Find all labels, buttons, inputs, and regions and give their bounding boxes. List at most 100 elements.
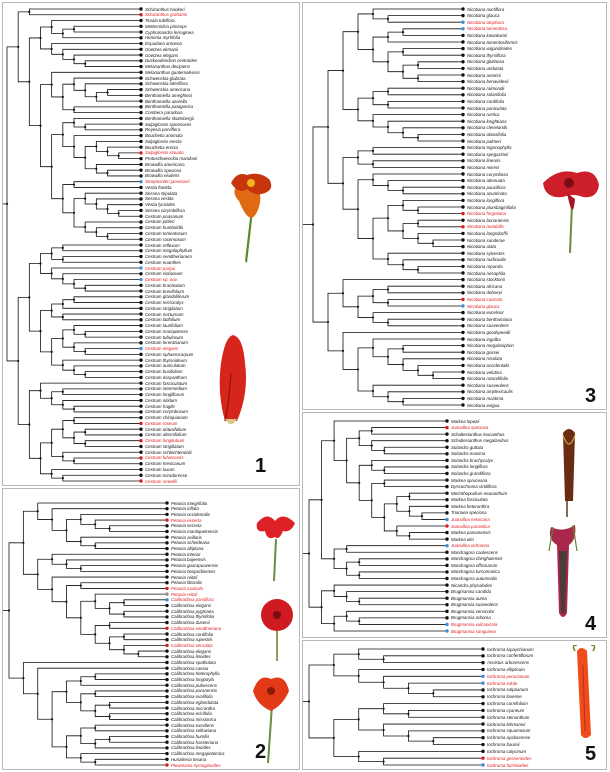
tree-branch [387,252,463,266]
internal-node [50,718,54,721]
internal-node [358,600,361,603]
tip-node [139,191,143,195]
internal-node [332,663,335,667]
tree-branch [342,31,358,110]
tree-branch [358,464,372,501]
tip-node [165,655,169,659]
tree-branch [73,279,141,289]
tip-node [139,47,143,51]
taxon-label: Nicandra physalodes [451,582,493,588]
tree-branch [37,558,53,590]
tip-node [165,529,169,534]
tree-branch [383,723,483,737]
internal-node [358,481,361,484]
taxon-label: Nicotiana alata [467,244,497,250]
tip-node [139,306,143,311]
taxon-label: Schultesianthus leucanthus [451,431,505,437]
taxon-label: Nicotiana raimondii [467,85,505,91]
tree-branch [383,479,447,488]
tip-node [165,609,169,613]
tip-node [481,654,485,658]
tree-branch [357,179,373,239]
taxon-label: Nicotiana sanderae [467,237,505,243]
tip-node [461,304,465,308]
taxon-label: Solandra grandiflora [451,471,491,476]
taxon-label: Cestrum latifolium [145,317,181,323]
taxon-label: Metternichia princeps [145,23,187,29]
taxon-label: Cestrum brevifolium [145,288,185,294]
taxon-label: Nicotiana ingulba [467,336,501,342]
taxon-label: Nicotiana wigandioides [467,46,512,52]
tip-node [139,226,143,230]
tree-branch [402,358,463,371]
taxon-label: Cestrum roseum [145,420,178,426]
tip-node [461,264,465,269]
taxon-label: Henonia myrtifolia [145,35,181,41]
tip-node [445,432,449,436]
tree-branch [73,365,141,375]
taxon-label: Solandra longiflora [451,464,488,470]
tree-branch [107,146,141,157]
tree-branch [387,318,463,327]
internal-node [358,437,361,440]
tip-node [445,452,449,456]
tip-node [165,672,169,676]
internal-node [50,397,53,400]
tip-node [139,133,143,138]
taxon-label: Salpiglossis spinescens [145,121,192,127]
tip-node [139,375,143,380]
tip-node [165,506,169,511]
taxon-label: Merinthopodium neuranthum [451,490,508,496]
tip-node [165,586,169,591]
tree-branch [432,689,483,698]
tree-branch [387,299,463,307]
tree-branch [402,48,463,56]
taxon-label: Petunia reitzii [171,574,198,580]
internal-node [50,165,53,168]
tree-branch [62,299,141,309]
taxon-label: Calibrachoa parviflora [171,597,214,603]
tip-node [461,198,465,203]
internal-node [357,674,360,677]
tree-branch [432,371,463,379]
taxon-label: Trianaea speciosa [451,510,487,516]
phylogeny-tree [303,7,465,407]
internal-node [61,277,64,280]
tree-branch [62,48,141,60]
taxon-label: Markea fasciculata [451,497,488,503]
tree-branch [357,97,373,122]
tree-branch [40,253,52,274]
internal-node [345,547,348,551]
tip-node [139,70,143,75]
tree-branch [73,457,141,465]
internal-node [332,557,336,560]
tree-branch [417,61,463,69]
taxon-label: Cestrum dasyanthum [145,374,187,380]
tip-node [139,203,143,207]
taxon-label: Iochroma ayabacense [487,735,531,741]
tree-branch [95,198,141,210]
tree-branch [421,512,447,520]
tip-node [165,558,169,562]
tip-node [165,512,169,517]
tip-node [139,415,143,420]
taxon-label: Iochroma ellipticum [487,666,525,672]
taxon-label: Nicotiana clevelandii [467,125,508,131]
tip-node [165,717,169,722]
tree-branch [346,591,447,602]
taxon-label: Plowmania nyctaginoides [171,762,221,768]
taxon-label: Juanulloa ochracea [451,543,490,549]
tip-node [165,712,169,716]
internal-node [332,736,335,740]
tip-node [139,7,143,11]
tip-node [139,387,143,391]
tip-node [445,498,449,502]
tree-branch [80,676,167,686]
tree-branch [402,398,463,406]
taxon-label: Benthamiella patagonica [145,104,194,110]
taxon-label: Nicotiana undulata [467,65,504,71]
tip-node [461,337,465,341]
tree-branch [40,310,52,353]
tip-node [165,524,169,528]
tip-node [461,79,465,84]
